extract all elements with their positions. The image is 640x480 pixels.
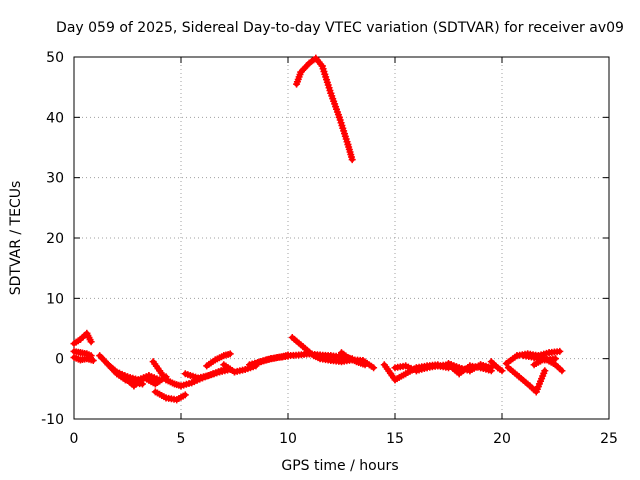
data-point-marker xyxy=(498,367,506,375)
data-point-marker xyxy=(361,361,369,369)
data-point-marker xyxy=(556,347,564,355)
series-arc-8 xyxy=(151,388,189,404)
series-arc-19 xyxy=(293,54,356,164)
axis-ticks xyxy=(73,56,610,420)
series-arc-1 xyxy=(70,329,95,348)
y-axis-label: SDTVAR / TECUs xyxy=(8,181,24,296)
y-tick-label: 0 xyxy=(55,352,64,368)
x-tick-label: 10 xyxy=(279,431,297,447)
data-point-marker xyxy=(541,367,549,375)
x-tick-label: 20 xyxy=(493,431,511,447)
series-arc-28 xyxy=(519,352,559,364)
data-point-marker xyxy=(87,338,95,346)
series-arc-3 xyxy=(70,353,97,364)
chart-title: Day 059 of 2025, Sidereal Day-to-day VTE… xyxy=(56,20,624,36)
data-point-marker xyxy=(181,391,189,399)
series-arc-2 xyxy=(70,347,95,360)
y-tick-label: 10 xyxy=(46,291,64,307)
series-arc-24 xyxy=(487,358,506,375)
series-arc-26 xyxy=(504,364,549,396)
series-arc-7 xyxy=(149,358,185,390)
x-tick-label: 25 xyxy=(600,431,618,447)
y-tick-label: -10 xyxy=(41,412,64,428)
x-tick-label: 0 xyxy=(70,431,79,447)
y-tick-label: 30 xyxy=(46,171,64,187)
y-tick-label: 40 xyxy=(46,110,64,126)
series-arc-14 xyxy=(252,352,292,367)
x-tick-label: 5 xyxy=(177,431,186,447)
series-arc-18 xyxy=(338,349,369,369)
data-point-marker xyxy=(552,355,559,363)
y-tick-label: 20 xyxy=(46,231,64,247)
x-axis-label: GPS time / hours xyxy=(281,458,398,474)
grid xyxy=(74,57,609,419)
tick-labels: 0 5 10 15 20 25 -10 0 10 20 30 40 50 xyxy=(41,50,618,447)
series-arc-23 xyxy=(445,359,495,375)
data-point-marker xyxy=(370,364,378,372)
y-tick-label: 50 xyxy=(46,50,64,66)
series-arc-11 xyxy=(203,350,234,370)
x-tick-label: 15 xyxy=(386,431,404,447)
data-point-marker xyxy=(558,367,566,375)
data-point-marker xyxy=(89,356,97,364)
data-point-marker xyxy=(226,350,234,358)
data-series xyxy=(70,54,566,404)
data-point-marker xyxy=(348,156,356,164)
data-point-marker xyxy=(487,364,495,372)
